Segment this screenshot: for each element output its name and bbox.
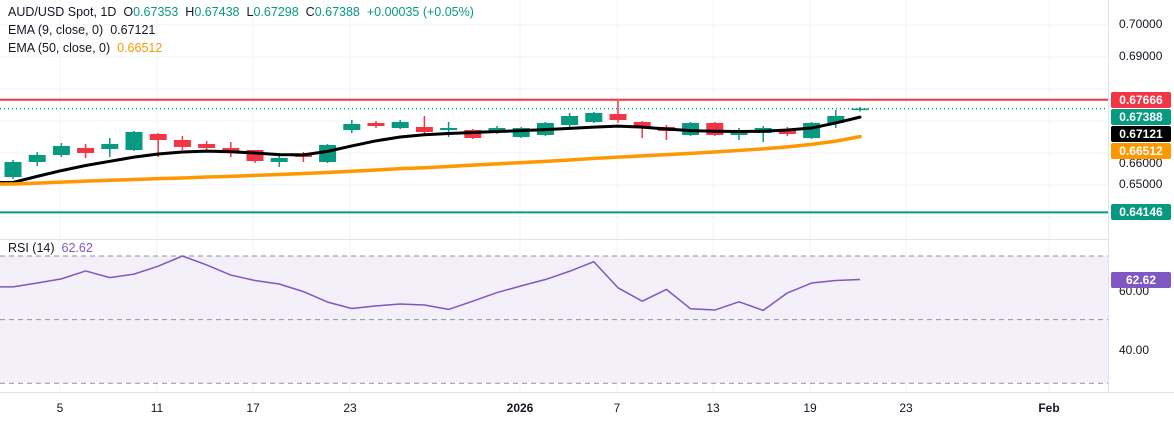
high-label: H [185, 5, 195, 19]
open-value: 0.67353 [133, 5, 179, 19]
legend: AUD/USD Spot, 1D O0.67353 H0.67438 L0.67298… [8, 3, 474, 57]
price-axis-label: 0.65000 [1119, 177, 1163, 191]
time-axis-label[interactable]: 23 [899, 401, 913, 415]
price-axis-badge: 0.67666 [1111, 92, 1171, 108]
rsi-line [0, 255, 861, 312]
candle-body [101, 144, 119, 149]
candle-body [585, 113, 603, 122]
candle-body [173, 140, 191, 147]
candle-body [367, 122, 385, 126]
ema9-row: EMA (9, close, 0) 0.67121 [8, 21, 474, 39]
ema50-row: EMA (50, close, 0) 0.66512 [8, 39, 474, 57]
time-axis[interactable]: 5 11 17 23 2026 7 13 19 23 Feb [0, 392, 1174, 423]
candle-body [706, 122, 724, 135]
symbol-title: AUD/USD Spot, 1D [8, 5, 117, 19]
candle-body [827, 116, 845, 123]
candle-body [77, 148, 95, 153]
candle-body [633, 121, 651, 129]
candle-body [440, 128, 458, 130]
candle-body [488, 128, 506, 131]
candle-body [125, 132, 143, 150]
candle-body [270, 157, 288, 162]
symbol-row: AUD/USD Spot, 1D O0.67353 H0.67438 L0.67298… [8, 3, 474, 21]
rsi-axis-label: 40.00 [1119, 343, 1150, 358]
high-value: 0.67438 [194, 5, 240, 19]
candle-body [851, 108, 869, 111]
rsi-label: RSI (14) [8, 241, 55, 255]
price-axis[interactable]: 0.70000 0.69000 0.66000 0.65000 0.67666 0.673… [1108, 0, 1174, 392]
candle-body [52, 145, 70, 155]
price-axis-badge: 0.66512 [1111, 143, 1171, 159]
close-label: C [305, 5, 315, 19]
change-value: +0.00035 (+0.05%) [366, 5, 474, 19]
ema9-line [0, 115, 862, 184]
price-axis-label: 0.70000 [1119, 17, 1163, 31]
rsi-legend: RSI (14) 62.62 [8, 241, 93, 255]
time-axis-label[interactable]: 7 [613, 401, 621, 415]
low-label: L [246, 5, 254, 19]
candle-body [343, 124, 361, 130]
candle-body [246, 149, 264, 161]
time-axis-label[interactable]: 5 [56, 401, 64, 415]
price-axis-badge: 0.67121 [1111, 126, 1171, 142]
rsi-value: 62.62 [61, 241, 93, 255]
time-axis-label[interactable]: 23 [343, 401, 357, 415]
time-axis-label[interactable]: 19 [803, 401, 817, 415]
ema50-line [0, 134, 862, 186]
candle-body [778, 129, 796, 134]
price-axis-badge: 0.67388 [1111, 109, 1171, 125]
open-label: O [123, 5, 134, 19]
time-axis-label[interactable]: 17 [246, 401, 260, 415]
price-axis-label: 0.66000 [1119, 156, 1163, 170]
ema50-label: EMA (50, close, 0) [8, 41, 111, 55]
ema9-value: 0.67121 [110, 23, 156, 37]
candle-body [730, 132, 748, 135]
price-axis-badge: 0.64146 [1111, 204, 1171, 220]
candle-body [609, 113, 627, 121]
candle-body [512, 128, 530, 137]
candle-body [4, 161, 22, 177]
candle-body [803, 122, 821, 138]
close-value: 0.67388 [314, 5, 360, 19]
ema9-label: EMA (9, close, 0) [8, 23, 104, 37]
candle-body [198, 144, 216, 149]
low-value: 0.67298 [253, 5, 299, 19]
candle-body [28, 154, 46, 162]
time-axis-label[interactable]: 2026 [506, 401, 534, 415]
time-axis-label[interactable]: 13 [706, 401, 720, 415]
time-axis-label[interactable]: Feb [1038, 401, 1060, 415]
candle-body [415, 126, 433, 133]
candle-body [222, 148, 240, 153]
ema50-value: 0.66512 [117, 41, 163, 55]
rsi-axis-badge: 62.62 [1111, 272, 1171, 288]
time-axis-label[interactable]: 11 [150, 401, 164, 415]
candle-body [149, 133, 167, 141]
candle-body [561, 116, 579, 125]
price-axis-label: 0.69000 [1119, 49, 1163, 63]
candle-body [391, 121, 409, 129]
